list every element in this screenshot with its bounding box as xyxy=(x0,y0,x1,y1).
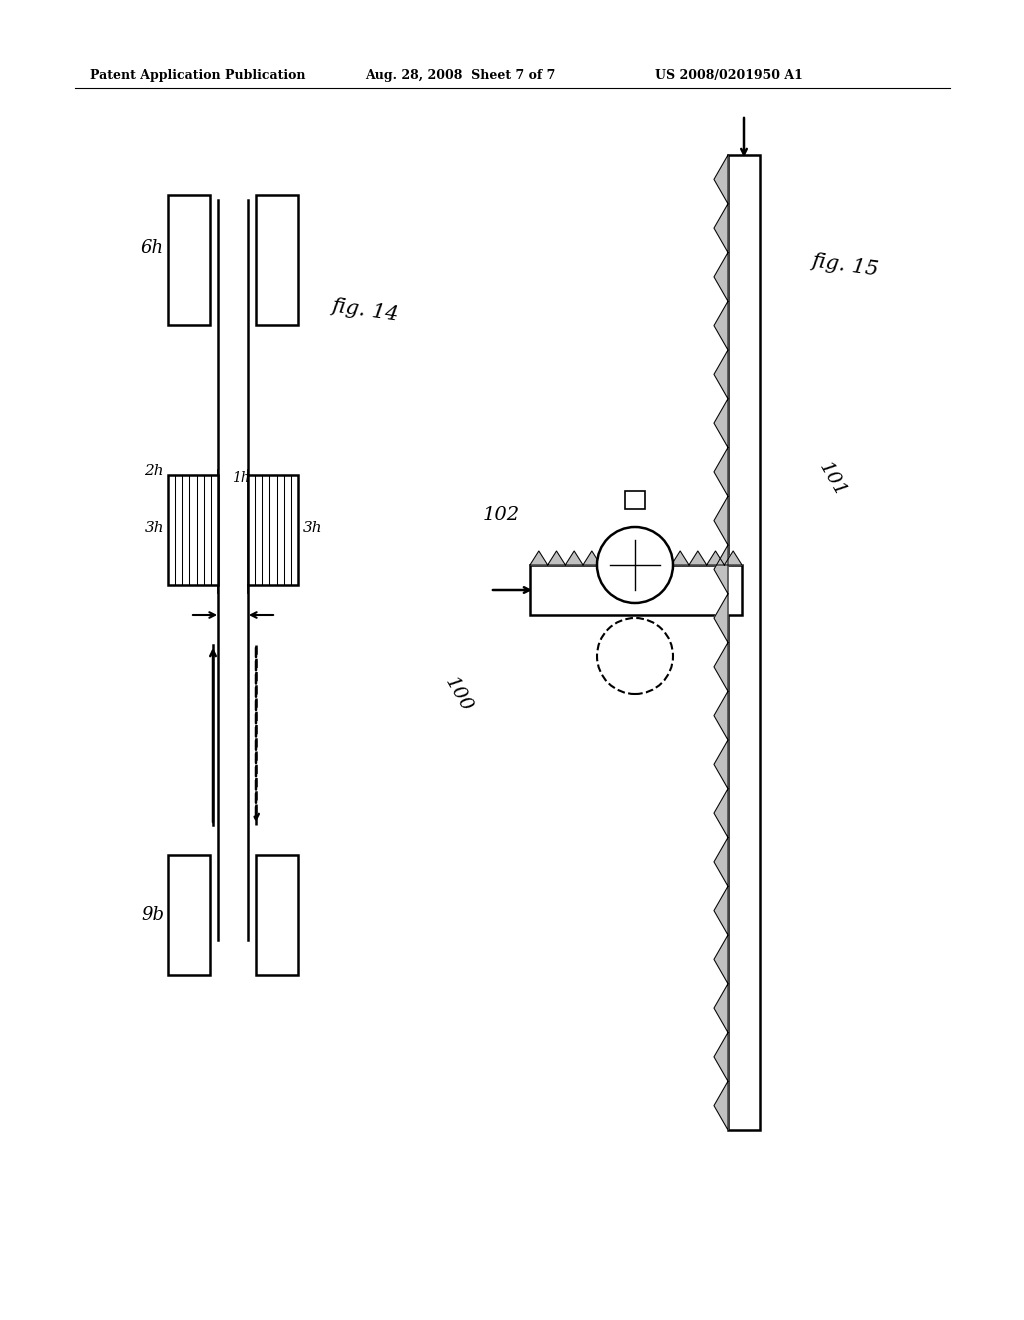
Polygon shape xyxy=(714,545,728,594)
Polygon shape xyxy=(689,550,707,565)
Polygon shape xyxy=(714,1081,728,1130)
Polygon shape xyxy=(714,447,728,496)
Text: 2h: 2h xyxy=(144,465,164,478)
Polygon shape xyxy=(636,550,653,565)
Text: 101: 101 xyxy=(815,459,849,500)
Text: 1h: 1h xyxy=(232,471,250,484)
Text: Aug. 28, 2008  Sheet 7 of 7: Aug. 28, 2008 Sheet 7 of 7 xyxy=(365,69,555,82)
Text: Patent Application Publication: Patent Application Publication xyxy=(90,69,305,82)
Text: fig. 15: fig. 15 xyxy=(810,251,880,279)
Bar xyxy=(168,475,218,585)
Polygon shape xyxy=(714,399,728,447)
Polygon shape xyxy=(714,983,728,1032)
Circle shape xyxy=(597,618,673,694)
Polygon shape xyxy=(583,550,601,565)
Polygon shape xyxy=(714,203,728,252)
Polygon shape xyxy=(714,692,728,741)
Polygon shape xyxy=(714,643,728,692)
Polygon shape xyxy=(714,154,728,203)
Bar xyxy=(256,855,298,975)
Text: 100: 100 xyxy=(441,675,475,715)
Text: US 2008/0201950 A1: US 2008/0201950 A1 xyxy=(655,69,803,82)
Polygon shape xyxy=(714,594,728,643)
Polygon shape xyxy=(714,350,728,399)
Bar xyxy=(530,565,742,615)
Polygon shape xyxy=(714,886,728,935)
Polygon shape xyxy=(530,550,548,565)
Polygon shape xyxy=(714,1032,728,1081)
Bar xyxy=(256,195,298,325)
Text: 9b: 9b xyxy=(141,906,164,924)
Text: fig. 14: fig. 14 xyxy=(330,296,399,325)
Polygon shape xyxy=(714,935,728,983)
Bar xyxy=(168,855,210,975)
Bar xyxy=(248,475,298,585)
Polygon shape xyxy=(653,550,672,565)
Text: 6h: 6h xyxy=(141,239,164,257)
Polygon shape xyxy=(707,550,724,565)
Text: 3h: 3h xyxy=(303,521,323,535)
Polygon shape xyxy=(548,550,565,565)
Bar xyxy=(728,154,760,1130)
Polygon shape xyxy=(714,837,728,886)
Polygon shape xyxy=(672,550,689,565)
Polygon shape xyxy=(714,301,728,350)
Text: 3h: 3h xyxy=(144,521,164,535)
Bar xyxy=(625,491,645,510)
Circle shape xyxy=(597,527,673,603)
Polygon shape xyxy=(601,550,618,565)
Polygon shape xyxy=(714,496,728,545)
Polygon shape xyxy=(618,550,636,565)
Polygon shape xyxy=(724,550,742,565)
Polygon shape xyxy=(714,741,728,789)
Polygon shape xyxy=(714,252,728,301)
Bar xyxy=(168,195,210,325)
Text: 102: 102 xyxy=(483,506,520,524)
Polygon shape xyxy=(565,550,583,565)
Polygon shape xyxy=(714,789,728,837)
